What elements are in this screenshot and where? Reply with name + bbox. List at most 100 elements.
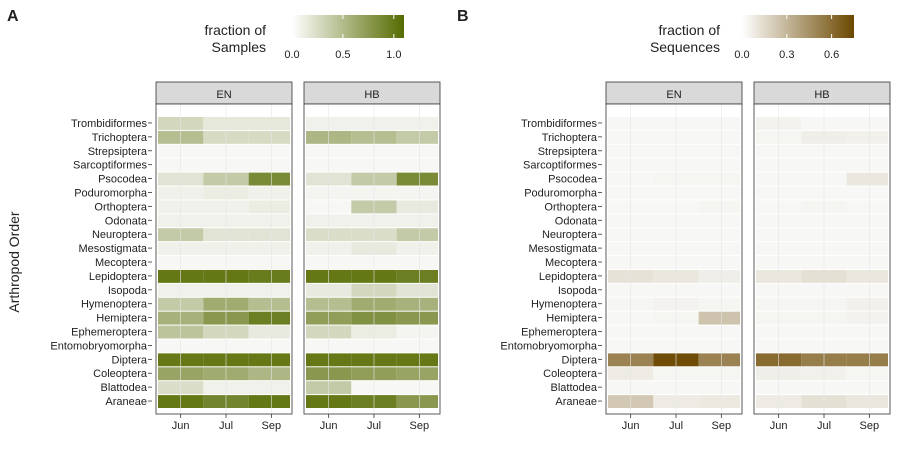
row-label: Coleoptera xyxy=(93,368,148,380)
heatmap-cell xyxy=(396,186,438,200)
heatmap-cell xyxy=(248,228,290,242)
row-label: Psocodea xyxy=(548,174,598,186)
row-label: Mecoptera xyxy=(95,257,148,269)
row-label: Trombidiformes xyxy=(71,118,147,130)
x-tick-label: Sep xyxy=(860,420,880,432)
heatmap-cell xyxy=(248,242,290,256)
row-label: Hymenoptera xyxy=(531,299,598,311)
x-tick-label: Jul xyxy=(669,420,683,432)
row-label: Neuroptera xyxy=(92,229,148,241)
heatmap-cell xyxy=(248,158,290,172)
heatmap-cell xyxy=(698,256,740,269)
row-label: Mesostigmata xyxy=(529,243,598,255)
heatmap-cell xyxy=(846,256,888,269)
heatmap-cell xyxy=(396,395,438,408)
heatmap-cell xyxy=(846,158,888,172)
row-label: Isopoda xyxy=(558,285,598,297)
row-label: Orthoptera xyxy=(544,201,597,213)
heatmap-cell xyxy=(248,381,290,395)
legend-colorbar xyxy=(292,15,404,38)
heatmap-cell xyxy=(248,283,290,297)
heatmap-cell xyxy=(698,158,740,172)
row-label: Orthoptera xyxy=(94,201,147,213)
legend-title-line: fraction of xyxy=(205,22,267,38)
row-label: Mesostigmata xyxy=(79,243,148,255)
row-label: Blattodea xyxy=(551,382,598,394)
heatmap-cell xyxy=(698,353,740,367)
heatmap-cell xyxy=(396,228,438,242)
heatmap-cell xyxy=(396,311,438,325)
heatmap-cell xyxy=(248,144,290,158)
heatmap-cell xyxy=(248,214,290,228)
heatmap-cell xyxy=(396,158,438,172)
facet-hb: HB Jun Jul Sep xyxy=(753,81,891,432)
heatmap-cell xyxy=(248,256,290,269)
heatmap-cell xyxy=(396,325,438,339)
row-label: Araneae xyxy=(105,396,147,408)
heatmap-cell xyxy=(396,367,438,381)
row-label: Odonata xyxy=(105,215,148,227)
row-label: Strepsiptera xyxy=(538,146,598,158)
panel-label: B xyxy=(457,8,469,25)
facet-border xyxy=(605,103,743,415)
heatmap-cell xyxy=(698,130,740,144)
heatmap-cell xyxy=(846,339,888,353)
heatmap-cell xyxy=(396,200,438,214)
row-label: Araneae xyxy=(555,396,597,408)
legend-colorbar xyxy=(742,15,854,38)
row-label: Mecoptera xyxy=(545,257,598,269)
heatmap-cell xyxy=(846,297,888,311)
heatmap-cell xyxy=(698,242,740,256)
row-label: Hemiptera xyxy=(96,313,148,325)
x-tick-label: Sep xyxy=(262,420,282,432)
x-tick-label: Sep xyxy=(410,420,430,432)
heatmap-cell xyxy=(396,214,438,228)
row-label: Neuroptera xyxy=(542,229,598,241)
heatmap-cell xyxy=(396,256,438,269)
heatmap-cell xyxy=(846,117,888,130)
heatmap-cell xyxy=(248,186,290,200)
heatmap-cell xyxy=(248,311,290,325)
heatmap-cell xyxy=(248,325,290,339)
x-tick-label: Jul xyxy=(367,420,381,432)
x-tick-label: Jul xyxy=(817,420,831,432)
heatmap-cell xyxy=(396,381,438,395)
heatmap-cell xyxy=(396,130,438,144)
facet-en: EN Jun Jul Sep xyxy=(155,81,293,432)
heatmap-cell xyxy=(396,339,438,353)
heatmap-cell xyxy=(846,144,888,158)
panel-label: A xyxy=(7,8,19,25)
row-label: Hemiptera xyxy=(546,313,598,325)
heatmap-cell xyxy=(698,339,740,353)
heatmap-cell xyxy=(698,269,740,283)
legend-tick-label: 0.3 xyxy=(779,49,794,61)
heatmap-cell xyxy=(698,311,740,325)
facet-border xyxy=(155,103,293,415)
legend-tick-label: 0.5 xyxy=(335,49,350,61)
heatmap-cell xyxy=(698,325,740,339)
row-label: Trombidiformes xyxy=(521,118,597,130)
facet-border xyxy=(303,103,441,415)
heatmap-cell xyxy=(846,353,888,367)
row-label: Odonata xyxy=(555,215,598,227)
x-tick-label: Sep xyxy=(712,420,732,432)
row-label: Lepidoptera xyxy=(89,271,148,283)
heatmap-cell xyxy=(698,144,740,158)
y-axis-label: Arthropod Order xyxy=(6,211,22,312)
heatmap-cell xyxy=(698,117,740,130)
heatmap-cell xyxy=(248,117,290,130)
heatmap-cell xyxy=(396,283,438,297)
heatmap-cell xyxy=(846,214,888,228)
legend-title-line: Samples xyxy=(212,39,266,55)
heatmap-cell xyxy=(698,367,740,381)
heatmap-cell xyxy=(698,186,740,200)
heatmap-cell xyxy=(846,381,888,395)
heatmap-cell xyxy=(846,395,888,408)
heatmap-cell xyxy=(846,228,888,242)
legend-tick-label: 0.0 xyxy=(284,49,299,61)
row-label: Poduromorpha xyxy=(74,187,148,199)
